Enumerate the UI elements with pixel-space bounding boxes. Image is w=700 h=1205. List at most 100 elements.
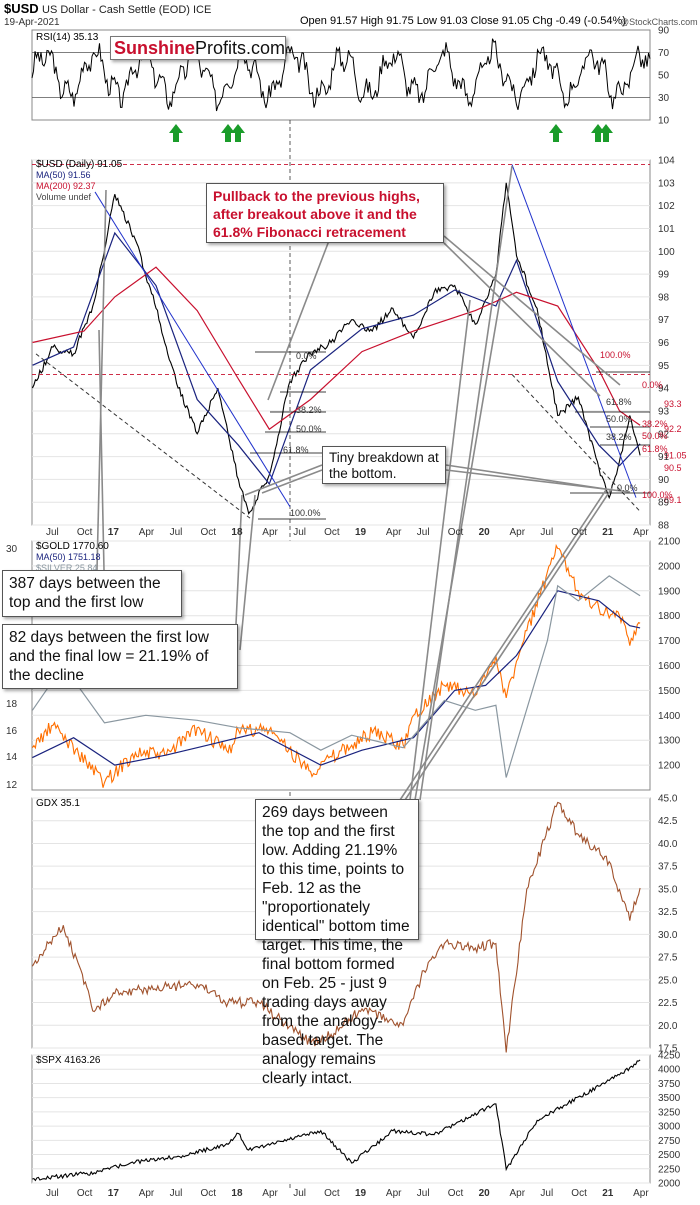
callout-pointer [96,189,107,571]
header-description: US Dollar - Cash Settle (EOD) ICE [42,4,211,16]
x-tick-label: Jul [293,527,306,538]
gold-legend-ma50: MA(50) 1751.18 [36,552,101,562]
up-arrow-icon [591,124,605,142]
y-tick-label: 90 [658,26,670,37]
y-tick-label: 27.5 [658,953,678,964]
up-arrow-icon [231,124,245,142]
rsi-line [31,38,651,112]
fib-right-50: 50.0% [606,414,632,424]
spx-label: $SPX 4163.26 [36,1055,101,1066]
callout-pointer [399,489,607,801]
y-tick-label: 99 [658,270,670,281]
gold-label: $GOLD 1770.60 [36,541,109,552]
rsi-label: RSI(14) 35.13 [36,32,99,43]
y-tick-label: 2000 [658,561,681,572]
left-y-tick-label: 18 [6,699,18,710]
y-tick-label: 10 [658,116,670,127]
callout-pointer [414,299,501,801]
x-tick-label: Jul [417,1188,430,1199]
x-tick-label: Apr [510,527,526,538]
y-tick-label: 94 [658,384,670,395]
x-tick-label: 20 [479,527,491,538]
x-tick-label: 18 [231,1188,243,1199]
series-line--usd [31,182,641,515]
usd-price-label: 89.1 [664,495,682,505]
x-tick-label: Oct [571,1188,587,1199]
usd-legend-ma200: MA(200) 92.37 [36,181,96,191]
x-tick-label: 17 [108,1188,120,1199]
downtrend-line [94,191,291,508]
y-tick-label: 1700 [658,636,681,647]
y-tick-label: 92 [658,429,670,440]
fib-left-50: 50.0% [296,424,322,434]
x-tick-label: Apr [386,1188,402,1199]
y-tick-label: 88 [658,521,670,532]
callout-pointer [267,237,331,401]
y-tick-label: 50 [658,71,670,82]
gold-legend-silver: $SILVER 25.84 [36,563,97,573]
fib-left-618: 61.8% [283,445,309,455]
y-tick-label: 20.0 [658,1021,678,1032]
y-tick-label: 40.0 [658,839,678,850]
y-tick-label: 35.0 [658,884,678,895]
y-tick-label: 70 [658,48,670,59]
x-tick-label: Jul [540,1188,553,1199]
x-tick-label: 19 [355,1188,367,1199]
y-tick-label: 1800 [658,611,681,622]
channel-line [35,353,251,519]
callout-pointer [409,299,471,801]
fib-axis-50: 50.0% [642,431,668,441]
x-tick-label: Apr [139,527,155,538]
usd-price-label: 91.05 [664,450,687,460]
up-arrow-icon [599,124,613,142]
y-tick-label: 1600 [658,661,681,672]
x-tick-label: Oct [571,527,587,538]
y-tick-label: 89 [658,498,670,509]
y-tick-label: 101 [658,224,675,235]
fib-right-100: 100.0% [600,350,631,360]
x-tick-label: 19 [355,527,367,538]
x-tick-label: Jul [540,527,553,538]
header-symbol: $USD [4,1,39,16]
x-tick-label: Oct [324,1188,340,1199]
fib-axis-618: 61.8% [642,444,668,454]
left-y-tick-label: 30 [6,544,18,555]
x-tick-label: Apr [386,527,402,538]
y-tick-label: 3500 [658,1093,681,1104]
fib-left-0: 0.0% [296,351,317,361]
y-tick-label: 90 [658,475,670,486]
x-tick-label: Apr [262,527,278,538]
left-y-tick-label: 12 [6,780,18,791]
y-tick-label: 1400 [658,711,681,722]
y-tick-label: 37.5 [658,862,678,873]
y-tick-label: 93 [658,406,670,417]
y-tick-label: 22.5 [658,998,678,1009]
annotation-269-days: 269 days between the top and the first l… [255,799,419,1087]
y-tick-label: 97 [658,315,670,326]
y-tick-label: 2000 [658,1179,681,1190]
x-tick-label: 17 [108,527,120,538]
y-tick-label: 3750 [658,1079,681,1090]
up-arrow-icon [549,124,563,142]
callout-pointer [404,487,613,801]
callout-pointer [445,469,631,493]
x-tick-label: Apr [262,1188,278,1199]
y-tick-label: 1500 [658,686,681,697]
channel-line [511,374,641,512]
y-tick-label: 25.0 [658,975,678,986]
fib-right-0: 0.0% [617,483,638,493]
x-tick-label: Oct [201,527,217,538]
annotation-387-days: 387 days between the top and the first l… [2,570,182,617]
usd-legend-ma50: MA(50) 91.56 [36,170,91,180]
fib-axis-0: 0.0% [642,380,663,390]
fib-axis-382: 38.2% [642,419,668,429]
x-tick-label: Apr [633,1188,649,1199]
x-tick-label: Oct [448,527,464,538]
y-tick-label: 1300 [658,736,681,747]
usd-price-label: 92.2 [664,424,682,434]
callout-pointer [98,329,105,571]
series-line--silver [31,575,641,778]
fib-axis-100: 100.0% [642,490,673,500]
y-tick-label: 2500 [658,1150,681,1161]
